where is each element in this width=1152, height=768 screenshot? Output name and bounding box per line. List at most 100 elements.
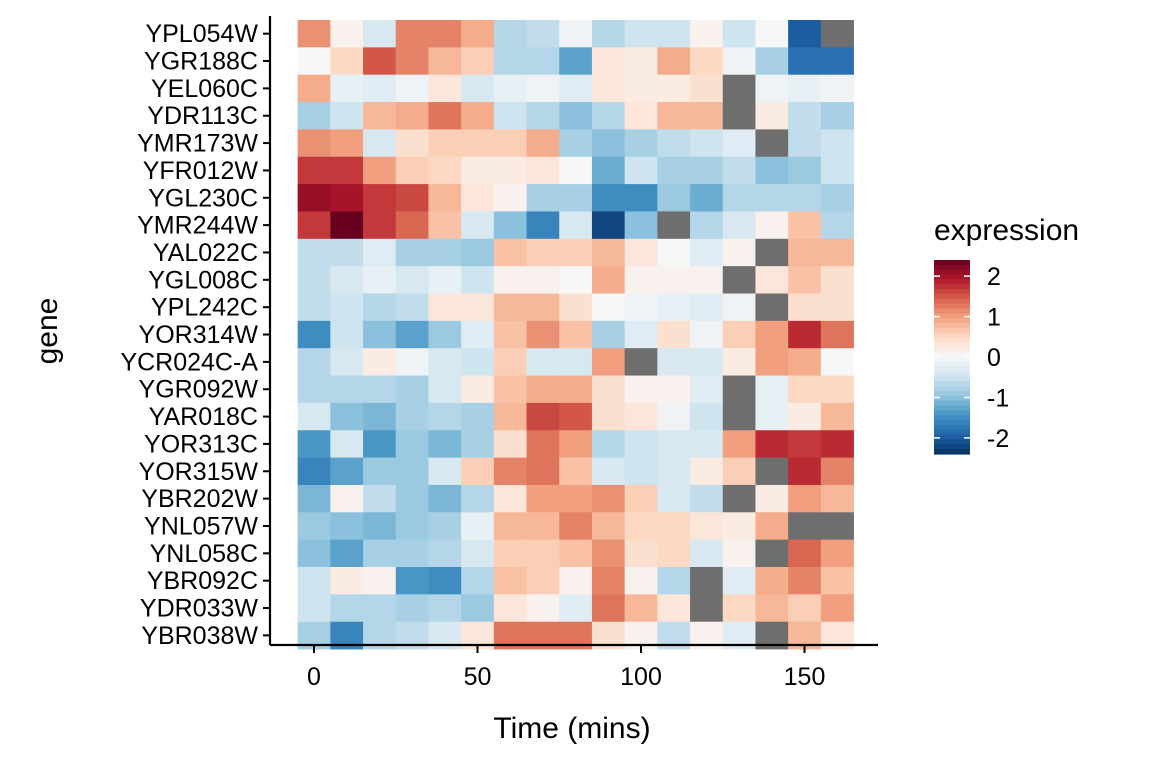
heatmap-cell xyxy=(428,184,462,212)
legend-color-segment xyxy=(934,439,970,445)
heatmap-cell xyxy=(624,484,658,513)
heatmap-cell xyxy=(330,430,364,458)
heatmap-cell xyxy=(526,457,560,486)
heatmap-cell xyxy=(428,293,462,322)
heatmap-cell xyxy=(395,375,429,404)
heatmap-cell xyxy=(363,320,397,349)
heatmap-cell xyxy=(428,430,462,458)
y-tick-label: YBR202W xyxy=(141,485,258,513)
legend-color-segment xyxy=(934,269,970,276)
heatmap-cell xyxy=(395,238,429,267)
heatmap-cell xyxy=(591,47,626,76)
heatmap-cell xyxy=(755,320,789,349)
heatmap-cell xyxy=(493,20,527,48)
heatmap-cell xyxy=(428,238,462,267)
heatmap-cell xyxy=(461,430,495,458)
heatmap-cell xyxy=(493,74,527,103)
heatmap-cell xyxy=(624,47,658,76)
heatmap-cell xyxy=(493,375,527,404)
legend-color-segment xyxy=(934,308,970,314)
heatmap-cell xyxy=(722,539,756,568)
heatmap-cell xyxy=(363,512,397,541)
heatmap-cell xyxy=(395,484,429,513)
heatmap-cell xyxy=(690,293,724,322)
heatmap-cell xyxy=(526,156,560,185)
heatmap-cell xyxy=(330,156,364,185)
heatmap-cell xyxy=(428,512,462,541)
heatmap-cell xyxy=(788,20,822,48)
heatmap-cell xyxy=(722,594,756,623)
heatmap-cell xyxy=(755,293,789,322)
heatmap-cell xyxy=(624,539,658,568)
heatmap-cell xyxy=(755,457,789,486)
heatmap-cells xyxy=(297,20,854,650)
heatmap-cell xyxy=(428,375,462,404)
heatmap-cell xyxy=(755,567,789,595)
heatmap-cell xyxy=(722,184,756,212)
legend-color-segment xyxy=(934,444,970,450)
heatmap-cell xyxy=(820,430,854,458)
heatmap-cell xyxy=(297,375,331,404)
heatmap-cell xyxy=(330,266,364,294)
heatmap-cell xyxy=(591,484,626,513)
heatmap-cell xyxy=(624,567,658,595)
heatmap-cell xyxy=(591,539,626,568)
heatmap-cell xyxy=(428,457,462,486)
heatmap-cell xyxy=(559,430,593,458)
heatmap-cell xyxy=(363,129,397,158)
heatmap-cell xyxy=(788,102,822,130)
heatmap-cell xyxy=(591,156,626,185)
heatmap-cell xyxy=(624,74,658,103)
heatmap-cell xyxy=(624,156,658,185)
heatmap-cell xyxy=(755,484,789,513)
heatmap-cell xyxy=(363,457,397,486)
heatmap-cell xyxy=(755,348,789,376)
heatmap-cell xyxy=(297,293,331,322)
legend-color-segment xyxy=(934,400,970,407)
heatmap-cell xyxy=(330,293,364,322)
heatmap-cell xyxy=(559,156,593,185)
heatmap-cell xyxy=(722,457,756,486)
y-axis-title: gene xyxy=(31,298,64,365)
legend-color-segment xyxy=(934,289,970,295)
heatmap-cell xyxy=(297,211,331,240)
heatmap-cell xyxy=(395,211,429,240)
heatmap-cell xyxy=(657,539,691,568)
legend-color-segment xyxy=(934,381,970,387)
heatmap-cell xyxy=(820,74,854,103)
heatmap-cell xyxy=(395,129,429,158)
heatmap-cell xyxy=(330,594,364,623)
heatmap-cell xyxy=(722,266,756,294)
heatmap-cell xyxy=(395,539,429,568)
heatmap-cell xyxy=(330,184,364,212)
heatmap-cell xyxy=(297,348,331,376)
heatmap-cell xyxy=(657,184,691,212)
y-tick-label: YGR092W xyxy=(139,376,259,404)
legend-color-segment xyxy=(934,405,970,411)
heatmap-cell xyxy=(657,156,691,185)
legend-color-segment xyxy=(934,361,970,368)
heatmap-cell xyxy=(330,484,364,513)
y-tick-label: YAR018C xyxy=(149,403,258,431)
heatmap-cell xyxy=(461,184,495,212)
heatmap-cell xyxy=(330,402,364,431)
heatmap-cell xyxy=(788,238,822,267)
heatmap-cell xyxy=(395,320,429,349)
heatmap-cell xyxy=(493,211,527,240)
heatmap-cell xyxy=(363,20,397,48)
heatmap-cell xyxy=(820,567,854,595)
heatmap-cell xyxy=(493,512,527,541)
heatmap-cell xyxy=(297,74,331,103)
legend-color-segment xyxy=(934,420,970,426)
heatmap-cell xyxy=(363,539,397,568)
heatmap-cell xyxy=(526,74,560,103)
heatmap-cell xyxy=(722,375,756,404)
heatmap-cell xyxy=(493,238,527,267)
heatmap-cell xyxy=(657,512,691,541)
heatmap-cell xyxy=(493,484,527,513)
heatmap-cell xyxy=(591,430,626,458)
heatmap-cell xyxy=(363,47,397,76)
heatmap-cell xyxy=(591,348,626,376)
heatmap-cell xyxy=(722,238,756,267)
heatmap-cell xyxy=(297,102,331,130)
